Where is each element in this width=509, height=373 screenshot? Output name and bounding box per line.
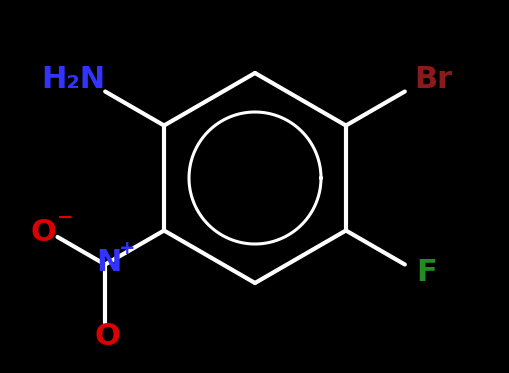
Text: −: −: [57, 207, 74, 226]
Text: O: O: [31, 219, 56, 248]
Text: Br: Br: [413, 65, 451, 94]
Text: O: O: [94, 322, 120, 351]
Text: F: F: [416, 258, 436, 287]
Text: +: +: [119, 239, 135, 258]
Text: N: N: [96, 248, 122, 277]
Text: H₂N: H₂N: [41, 65, 105, 94]
